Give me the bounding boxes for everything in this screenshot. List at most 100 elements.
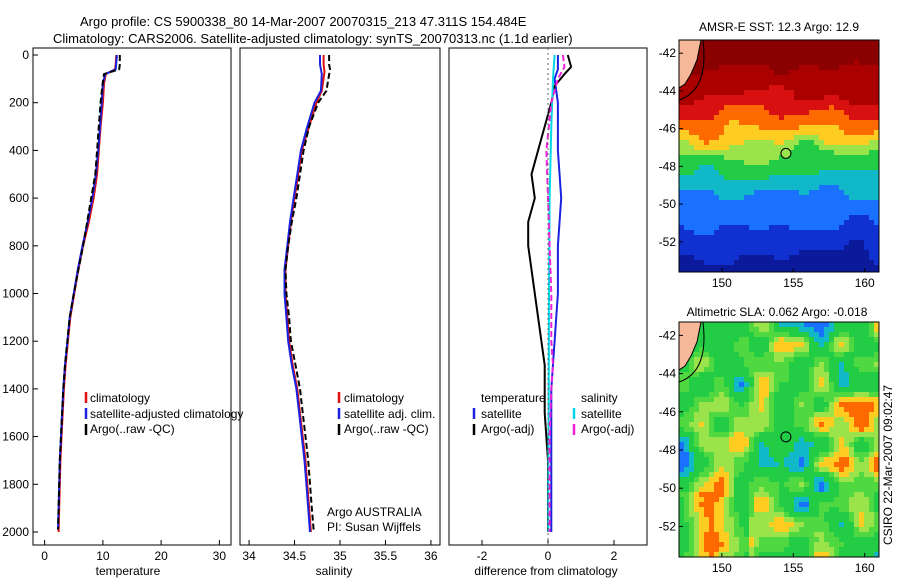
map-cell [694, 235, 700, 241]
map-cell [724, 185, 730, 191]
map-cell [794, 245, 800, 251]
map-cell [779, 200, 785, 206]
map-cell [819, 205, 825, 211]
map-cell [714, 482, 720, 488]
map-cell [819, 195, 825, 201]
map-cell [734, 40, 740, 46]
map-cell [729, 467, 735, 473]
map-cell [724, 100, 730, 106]
map-cell [819, 225, 825, 231]
map-cell [789, 507, 795, 513]
map-cell [844, 342, 850, 348]
map-cell [709, 417, 715, 423]
map-cell [714, 175, 720, 181]
map-cell [869, 205, 875, 211]
map-cell [754, 337, 760, 343]
map-cell [754, 110, 760, 116]
map-cell [724, 422, 730, 428]
map-cell [874, 140, 879, 146]
map-cell [829, 115, 835, 121]
map-cell [684, 175, 690, 181]
map-cell [714, 90, 720, 96]
map-cell [749, 105, 755, 111]
map-cell [794, 240, 800, 246]
map-cell [679, 160, 685, 166]
map-cell [744, 492, 750, 498]
map-cell [849, 95, 855, 101]
map-cell [839, 65, 845, 71]
map-cell [864, 145, 870, 151]
difference-xlabel: difference from climatology [474, 564, 617, 578]
map-cell [699, 457, 705, 463]
map-cell [739, 50, 745, 56]
map-cell [749, 517, 755, 523]
map-cell [829, 467, 835, 473]
map-cell [834, 80, 840, 86]
map-cell [699, 130, 705, 136]
map-cell [704, 367, 710, 373]
map-cell [809, 427, 815, 433]
map-cell [749, 477, 755, 483]
map-cell [709, 230, 715, 236]
map-cell [799, 45, 805, 51]
map-cell [744, 427, 750, 433]
map-cell [844, 427, 850, 433]
map-cell [714, 537, 720, 543]
map-cell [819, 357, 825, 363]
map-cell [869, 397, 875, 403]
map-cell [729, 110, 735, 116]
map-cell [824, 537, 830, 543]
map-cell [824, 45, 830, 51]
map-cell [814, 135, 820, 141]
map-cell [774, 377, 780, 383]
map-cell [769, 547, 775, 553]
map-cell [869, 387, 875, 393]
map-cell [739, 165, 745, 171]
map-cell [709, 235, 715, 241]
map-cell [834, 245, 840, 251]
map-cell [839, 352, 845, 358]
map-cell [764, 260, 770, 266]
map-cell [699, 392, 705, 398]
map-cell [824, 120, 830, 126]
map-cell [764, 115, 770, 121]
map-cell [739, 60, 745, 66]
map-cell [859, 377, 865, 383]
map-cell [759, 150, 765, 156]
map-cell [709, 135, 715, 141]
map-cell [734, 497, 740, 503]
map-cell [704, 447, 710, 453]
map-cell [734, 392, 740, 398]
map-cell [694, 427, 700, 433]
map-cell [859, 110, 865, 116]
map-cell [789, 130, 795, 136]
map-cell [699, 462, 705, 468]
map-cell [874, 542, 879, 548]
map-cell [769, 432, 775, 438]
map-cell [724, 190, 730, 196]
map-cell [724, 427, 730, 433]
map-cell [709, 337, 715, 343]
map-cell [829, 255, 835, 261]
map-cell [679, 517, 685, 523]
map-cell [759, 225, 765, 231]
map-cell [724, 352, 730, 358]
map-cell [809, 235, 815, 241]
map-cell [784, 512, 790, 518]
map-cell [859, 135, 865, 141]
map-cell [774, 332, 780, 338]
map-cell [774, 512, 780, 518]
map-cell [844, 185, 850, 191]
map-cell [739, 447, 745, 453]
map-cell [724, 542, 730, 548]
map-cell [684, 95, 690, 101]
map-cell [829, 437, 835, 443]
map-cell [689, 442, 695, 448]
map-cell [699, 195, 705, 201]
map-cell [859, 452, 865, 458]
map-cell [754, 65, 760, 71]
map-cell [819, 50, 825, 56]
map-cell [854, 200, 860, 206]
map-cell [704, 240, 710, 246]
map-cell [759, 382, 765, 388]
